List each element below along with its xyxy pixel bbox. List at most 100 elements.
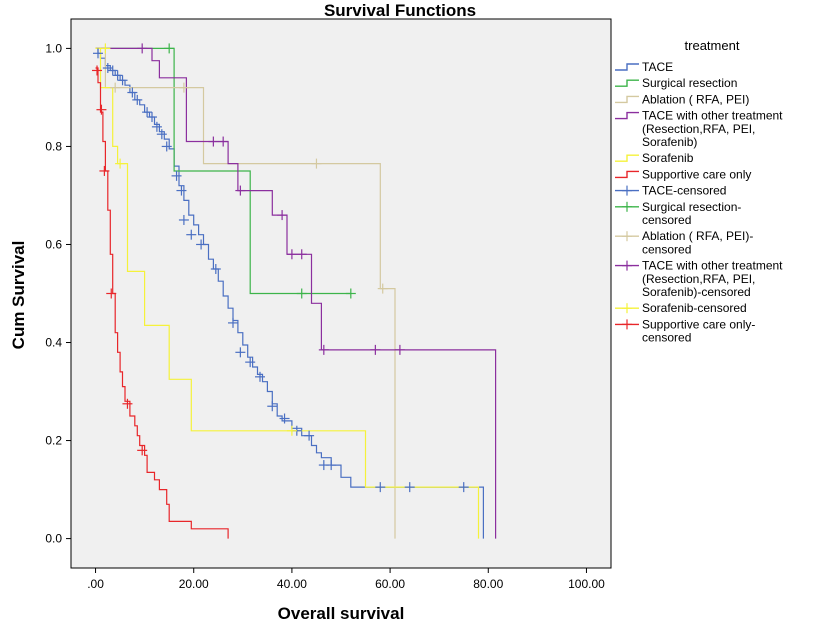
legend-entry: Sorafenib-censored [615,301,747,315]
y-tick-label: 0.0 [45,532,62,546]
censor-mark [178,214,189,225]
legend-swatch-step [615,63,639,71]
censor-mark [245,357,256,368]
censor-mark [404,482,415,493]
censor-mark [228,317,238,328]
censor-mark [156,129,167,140]
legend-entry: Ablation ( RFA, PEI)-censored [615,229,753,256]
censor-mark [122,398,133,409]
censor-mark [370,344,381,355]
censor-mark [286,249,297,260]
censor-mark [196,239,207,250]
legend-label: Sorafenib-censored [642,301,747,315]
censor-mark [377,283,388,294]
censor-mark [137,445,148,456]
censor-mark [277,210,288,221]
chart-title: Survival Functions [324,1,476,20]
censor-mark [218,136,229,147]
legend-label: censored [642,242,691,256]
legend-swatch-step [615,79,639,87]
y-tick-label: 0.6 [45,237,62,251]
censor-layer [92,43,469,493]
x-tick-label: 40.00 [277,577,307,591]
legend-swatch-step [615,95,639,104]
censor-mark [151,121,162,132]
y-tick-label: 0.4 [45,336,62,350]
legend-label: Sorafenib)-censored [642,285,751,299]
legend-entry: Ablation ( RFA, PEI) [615,92,749,106]
legend: TACE Surgical resection Ablation ( RFA, PE… [615,60,783,345]
censor-mark [117,75,128,86]
censor-mark [171,170,182,181]
legend-swatch-step [615,170,639,179]
y-tick-label: 1.0 [45,41,62,55]
legend-label: Sorafenib) [642,135,697,149]
censor-mark [107,65,118,76]
censor-mark [147,112,157,123]
legend-label: TACE-censored [642,184,726,198]
censor-mark [178,82,189,93]
legend-swatch-step [615,154,639,162]
censor-mark [102,63,113,74]
legend-title: treatment [685,38,740,53]
axes: .00 20.00 40.00 60.00 80.00 100.00 0.0 0.2 0.4 0.… [45,41,605,591]
legend-swatch-cross [622,319,632,330]
censor-mark [279,413,290,424]
censor-mark [458,482,469,493]
legend-label: Ablation ( RFA, PEI) [642,92,749,106]
censor-mark [96,104,107,115]
censor-mark [318,344,329,355]
x-tick-label: 20.00 [179,577,209,591]
legend-label: censored [642,213,691,227]
legend-entry: Surgical resection [615,76,737,90]
y-tick-label: 0.2 [45,434,62,448]
censor-mark [137,43,148,54]
legend-entry: Supportive care only-censored [615,317,755,345]
legend-entry: TACE with other treatment(Resection,RFA,… [615,259,783,299]
legend-entry: Supportive care only [615,167,751,181]
legend-label: TACE [642,60,673,74]
censor-mark [93,48,103,59]
legend-label: Surgical resection- [642,200,741,214]
legend-entry: TACE with other treatment(Resection,RFA,… [615,109,783,149]
x-tick-label: 60.00 [375,577,405,591]
legend-label: censored [642,331,691,345]
censor-mark [100,43,111,54]
censor-mark [127,87,138,98]
censor-mark [304,430,315,441]
censor-mark [132,94,143,105]
legend-entry: Surgical resection-censored [615,200,741,227]
censor-mark [186,229,197,240]
censor-mark [345,288,356,299]
x-tick-label: .00 [87,577,104,591]
legend-label: TACE with other treatment [642,109,783,123]
legend-label: TACE with other treatment [642,259,783,273]
legend-label: Sorafenib [642,151,694,165]
legend-label: Surgical resection [642,76,737,90]
censor-mark [142,107,153,118]
legend-swatch-cross [622,303,632,314]
censor-mark [235,185,246,196]
censor-mark [296,249,307,260]
censor-mark [164,43,175,54]
legend-label: (Resection,RFA, PEI, [642,122,755,136]
censor-mark [326,460,337,471]
survival-curve-2 [95,47,396,539]
legend-swatch-cross [622,201,632,212]
legend-swatch-cross [622,231,632,242]
censor-mark [394,344,405,355]
censor-mark [210,263,221,274]
legend-swatch-cross [622,260,632,271]
legend-swatch-step [615,111,639,120]
legend-label: Supportive care only- [642,317,755,331]
censor-mark [106,288,117,299]
legend-entry: TACE-censored [615,184,726,198]
censor-mark [92,65,103,76]
survival-curve-1 [95,47,351,295]
y-axis-title: Cum Survival [9,241,28,350]
censor-mark [255,371,265,382]
censor-mark [161,141,172,152]
legend-label: Supportive care only [642,167,751,181]
x-axis-title: Overall survival [278,604,405,623]
